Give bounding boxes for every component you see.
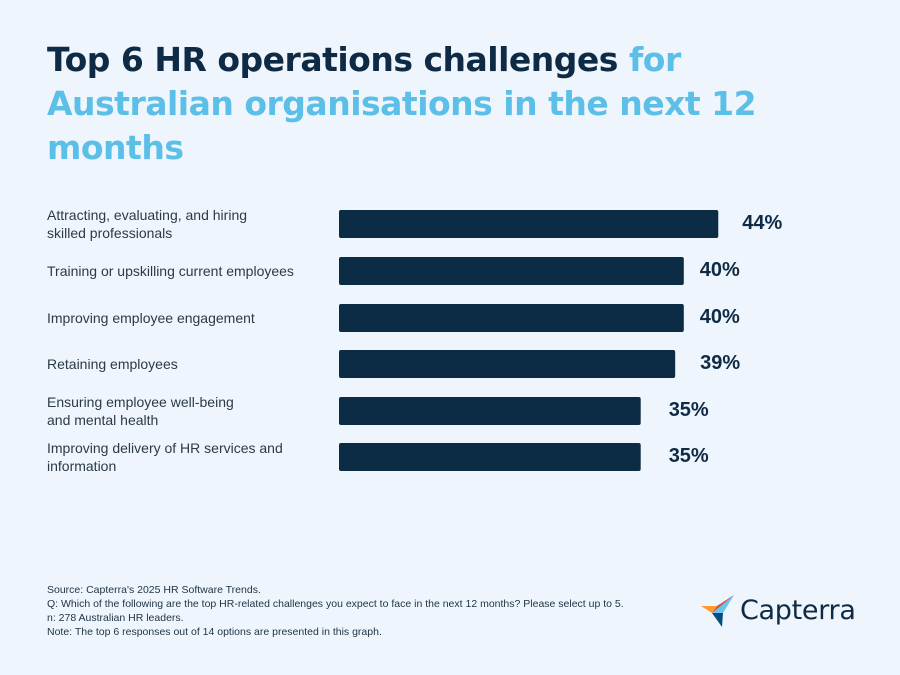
category-label: Improving delivery of HR services and inf…	[47, 440, 283, 474]
footnote-note: Note: The top 6 responses out of 14 opti…	[47, 626, 382, 638]
category-label: Training or upskilling current employees	[47, 263, 294, 279]
bar	[339, 257, 684, 285]
logo-wordmark: Capterra	[740, 594, 856, 626]
category-label: Improving employee engagement	[47, 310, 255, 326]
capterra-logo: Capterra	[700, 590, 856, 630]
footnote-sample-size: n: 278 Australian HR leaders.	[47, 612, 184, 624]
footnote-source: Source: Capterra's 2025 HR Software Tren…	[47, 584, 261, 596]
title-light-part: for Australian organisations in the next…	[47, 40, 757, 167]
value-label: 40%	[700, 259, 740, 281]
footnote-question: Q: Which of the following are the top HR…	[47, 598, 624, 610]
bar	[339, 397, 641, 425]
bar	[339, 443, 641, 471]
value-label: 40%	[700, 306, 740, 328]
value-label: 39%	[700, 352, 740, 374]
value-label: 44%	[742, 212, 782, 234]
category-label: Ensuring employee well-being and mental h…	[47, 394, 234, 428]
value-label: 35%	[669, 445, 709, 467]
capterra-arrow-icon	[701, 595, 734, 627]
title-dark-part: Top 6 HR operations challenges	[47, 40, 618, 79]
bar	[339, 350, 676, 378]
category-label: Retaining employees	[47, 356, 178, 372]
footnote: Source: Capterra's 2025 HR Software Tren…	[47, 583, 687, 639]
bar	[339, 210, 719, 238]
bar	[339, 304, 684, 332]
category-label: Attracting, evaluating, and hiring skille…	[47, 207, 247, 241]
chart-title: Top 6 HR operations challenges for Austr…	[47, 38, 807, 170]
value-label: 35%	[669, 399, 709, 421]
